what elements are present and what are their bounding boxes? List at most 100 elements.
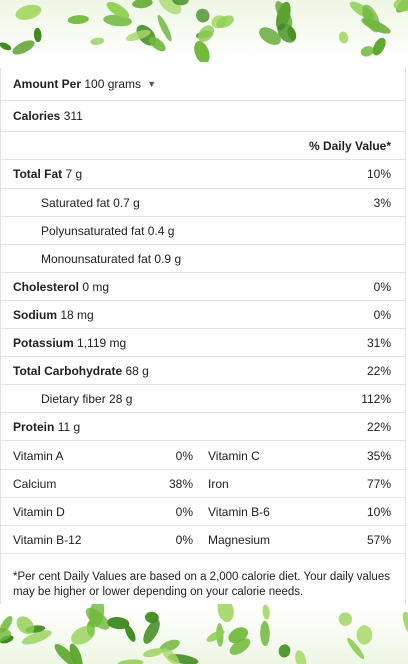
leaf-icon xyxy=(402,611,408,639)
leaf-icon xyxy=(172,0,189,6)
leaf-icon xyxy=(71,625,95,645)
nutrient-label: Dietary fiber xyxy=(41,391,106,406)
vitamin-row: Vitamin A 0% Vitamin C 35% xyxy=(1,442,405,470)
nutrient-row: Protein 11 g 22% xyxy=(1,413,405,441)
leaf-icon xyxy=(69,643,83,664)
vitamin-daily-value: 57% xyxy=(366,532,391,547)
leaf-icon xyxy=(275,1,293,28)
leaf-icon xyxy=(338,612,353,626)
vitamin-name: Vitamin A xyxy=(13,448,64,463)
daily-value-header-row: % Daily Value* xyxy=(1,132,405,160)
leaf-icon xyxy=(196,8,210,23)
leaf-icon xyxy=(143,648,164,658)
leaf-icon xyxy=(259,27,281,45)
leaf-icon xyxy=(16,616,35,635)
vitamin-daily-value: 77% xyxy=(366,476,391,491)
leaf-icon xyxy=(125,625,136,642)
leaf-icon xyxy=(89,604,105,628)
leaf-border-icon xyxy=(0,604,408,664)
nutrient-row: Sodium 18 mg 0% xyxy=(1,301,405,329)
nutrient-row: Saturated fat 0.7 g 3% xyxy=(1,189,405,217)
leaf-icon xyxy=(12,40,35,55)
vitamin-name: Calcium xyxy=(13,476,57,491)
leaf-icon xyxy=(278,644,291,658)
leaf-icon xyxy=(338,31,349,44)
nutrient-amount: 0.9 g xyxy=(154,251,182,266)
leaf-icon xyxy=(372,37,386,56)
leaf-icon xyxy=(125,30,151,41)
vitamin-row: Vitamin B-12 0% Magnesium 57% xyxy=(1,526,405,554)
caret-down-icon: ▼ xyxy=(147,79,156,89)
daily-value-header: % Daily Value* xyxy=(308,138,391,153)
calories-label: Calories xyxy=(13,109,61,123)
leaf-icon xyxy=(148,36,166,52)
top-leaf-decoration xyxy=(0,0,408,62)
leaf-border-icon xyxy=(0,0,408,62)
nutrient-amount: 11 g xyxy=(57,419,81,434)
leaf-icon xyxy=(206,629,225,642)
nutrient-amount: 0.7 g xyxy=(113,195,140,210)
leaf-icon xyxy=(216,15,234,29)
leaf-icon xyxy=(15,4,42,20)
leaf-icon xyxy=(67,15,89,25)
vitamin-daily-value: 0% xyxy=(175,504,193,519)
vitamin-daily-value: 0% xyxy=(175,532,193,547)
vitamin-name: Vitamin C xyxy=(208,448,260,463)
vitamin-name: Vitamin D xyxy=(13,504,65,519)
leaf-icon xyxy=(117,659,144,664)
leaf-icon xyxy=(362,4,381,33)
nutrient-row: Total Fat 7 g 10% xyxy=(1,160,405,189)
nutrient-label: Total Fat xyxy=(13,167,63,181)
vitamin-name: Iron xyxy=(208,476,229,491)
vitamin-name: Magnesium xyxy=(208,532,271,547)
nutrient-row: Monounsaturated fat 0.9 g xyxy=(1,245,405,273)
leaf-icon xyxy=(393,0,408,12)
nutrient-amount: 28 g xyxy=(109,391,133,406)
nutrient-row: Cholesterol 0 mg 0% xyxy=(1,273,405,301)
vitamin-row: Calcium 38% Iron 77% xyxy=(1,470,405,498)
nutrient-row: Dietary fiber 28 g 112% xyxy=(1,385,405,413)
nutrient-daily-value: 0% xyxy=(373,307,391,322)
leaf-icon xyxy=(0,627,12,643)
vitamin-name: Vitamin B-12 xyxy=(13,532,82,547)
nutrient-daily-value: 22% xyxy=(366,419,391,434)
leaf-icon xyxy=(157,14,172,42)
vitamin-name: Vitamin B-6 xyxy=(208,504,270,519)
leaf-icon xyxy=(143,619,160,644)
leaf-icon xyxy=(356,625,373,645)
amount-per-row: Amount Per 100 grams ▼ xyxy=(1,68,405,101)
vitamin-daily-value: 0% xyxy=(175,448,193,463)
nutrient-daily-value: 31% xyxy=(366,335,391,350)
leaf-icon xyxy=(0,42,12,51)
leaf-icon xyxy=(295,650,307,664)
vitamin-daily-value: 10% xyxy=(366,504,391,519)
vitamin-daily-value: 35% xyxy=(366,448,391,463)
nutrient-label: Sodium xyxy=(13,307,57,322)
leaf-icon xyxy=(54,643,78,664)
amount-per-label: Amount Per xyxy=(13,77,82,91)
nutrient-label: Monounsaturated fat xyxy=(41,251,152,266)
leaf-icon xyxy=(33,27,42,43)
leaf-icon xyxy=(21,630,52,645)
nutrient-daily-value: 0% xyxy=(373,279,391,294)
vitamin-row: Vitamin D 0% Vitamin B-6 10% xyxy=(1,498,405,526)
nutrient-label: Total Carbohydrate xyxy=(13,363,123,378)
nutrient-row: Potassium 1,119 mg 31% xyxy=(1,329,405,357)
leaf-icon xyxy=(90,37,105,46)
nutrient-label: Cholesterol xyxy=(13,279,80,294)
daily-value-footnote: *Per cent Daily Values are based on a 2,… xyxy=(13,571,390,598)
leaf-icon xyxy=(198,25,215,42)
nutrient-row: Total Carbohydrate 68 g 22% xyxy=(1,357,405,385)
serving-unit-dropdown[interactable]: 100 grams ▼ xyxy=(84,77,156,91)
leaf-icon xyxy=(360,46,374,57)
vitamin-daily-value: 38% xyxy=(168,476,193,491)
nutrient-daily-value: 22% xyxy=(366,363,391,378)
nutrient-label: Potassium xyxy=(13,335,74,350)
nutrient-amount: 18 mg xyxy=(60,307,94,322)
nutrient-amount: 0.4 g xyxy=(147,223,175,238)
nutrition-facts-panel: Amount Per 100 grams ▼ Calories 311 % Dai… xyxy=(0,68,406,604)
leaf-icon xyxy=(229,638,251,655)
nutrient-daily-value: 3% xyxy=(373,195,391,210)
nutrient-amount: 1,119 mg xyxy=(77,335,127,350)
leaf-icon xyxy=(158,0,182,15)
